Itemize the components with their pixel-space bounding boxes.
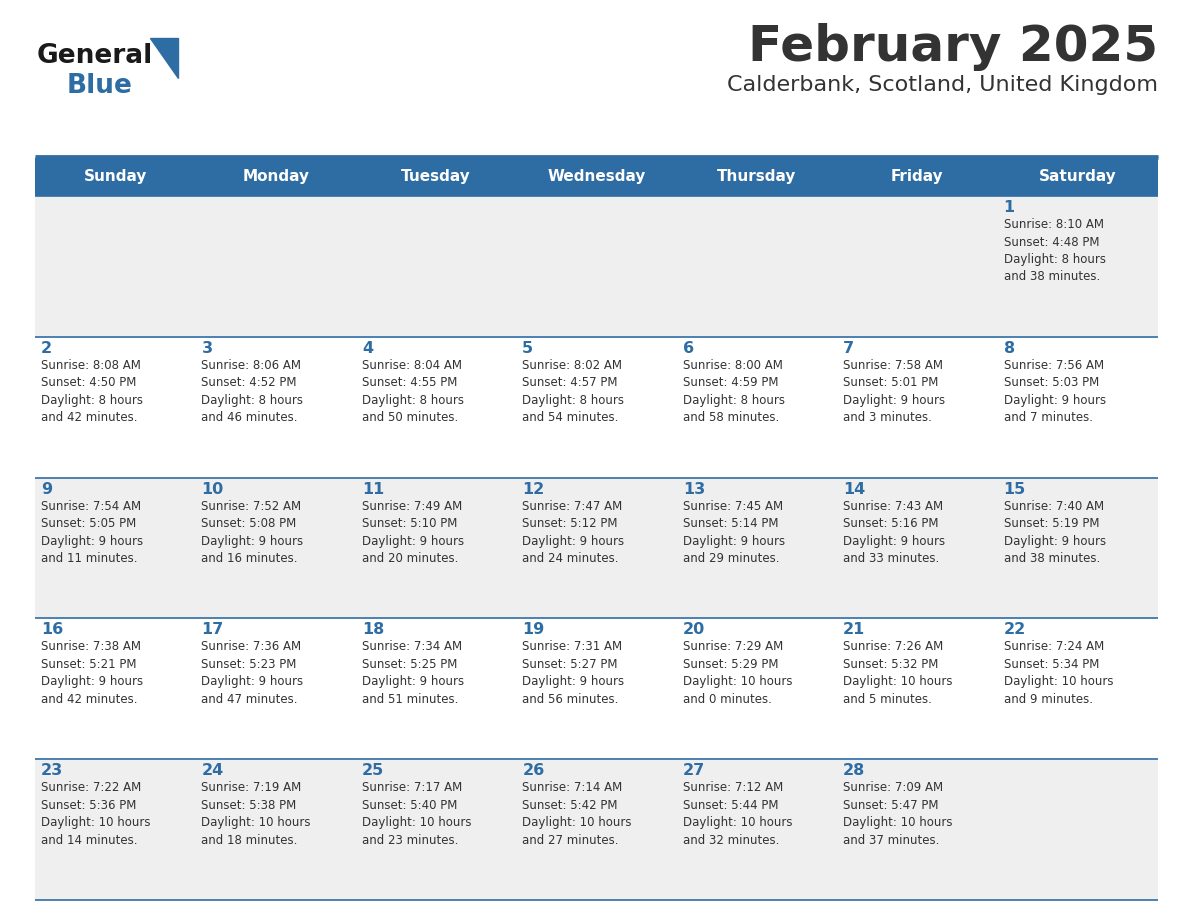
Text: Sunrise: 7:12 AM
Sunset: 5:44 PM
Daylight: 10 hours
and 32 minutes.: Sunrise: 7:12 AM Sunset: 5:44 PM Dayligh…: [683, 781, 792, 846]
Text: Sunrise: 7:45 AM
Sunset: 5:14 PM
Daylight: 9 hours
and 29 minutes.: Sunrise: 7:45 AM Sunset: 5:14 PM Dayligh…: [683, 499, 785, 565]
Text: 22: 22: [1004, 622, 1025, 637]
Text: Monday: Monday: [242, 170, 309, 185]
Bar: [34, 337, 1158, 477]
Text: 7: 7: [843, 341, 854, 356]
Text: Sunrise: 8:10 AM
Sunset: 4:48 PM
Daylight: 8 hours
and 38 minutes.: Sunrise: 8:10 AM Sunset: 4:48 PM Dayligh…: [1004, 218, 1106, 284]
Bar: [34, 619, 1158, 759]
Text: Sunrise: 7:52 AM
Sunset: 5:08 PM
Daylight: 9 hours
and 16 minutes.: Sunrise: 7:52 AM Sunset: 5:08 PM Dayligh…: [202, 499, 304, 565]
Bar: [34, 759, 1158, 900]
Text: Sunrise: 7:43 AM
Sunset: 5:16 PM
Daylight: 9 hours
and 33 minutes.: Sunrise: 7:43 AM Sunset: 5:16 PM Dayligh…: [843, 499, 946, 565]
Text: Wednesday: Wednesday: [548, 170, 646, 185]
Text: Sunrise: 8:00 AM
Sunset: 4:59 PM
Daylight: 8 hours
and 58 minutes.: Sunrise: 8:00 AM Sunset: 4:59 PM Dayligh…: [683, 359, 785, 424]
Text: 16: 16: [42, 622, 63, 637]
Text: 28: 28: [843, 763, 865, 778]
Text: 8: 8: [1004, 341, 1015, 356]
Text: 18: 18: [362, 622, 384, 637]
Text: 27: 27: [683, 763, 704, 778]
Text: Sunrise: 7:49 AM
Sunset: 5:10 PM
Daylight: 9 hours
and 20 minutes.: Sunrise: 7:49 AM Sunset: 5:10 PM Dayligh…: [362, 499, 465, 565]
Text: 11: 11: [362, 482, 384, 497]
Text: 4: 4: [362, 341, 373, 356]
Text: Sunrise: 8:06 AM
Sunset: 4:52 PM
Daylight: 8 hours
and 46 minutes.: Sunrise: 8:06 AM Sunset: 4:52 PM Dayligh…: [202, 359, 303, 424]
Text: Sunrise: 7:34 AM
Sunset: 5:25 PM
Daylight: 9 hours
and 51 minutes.: Sunrise: 7:34 AM Sunset: 5:25 PM Dayligh…: [362, 641, 465, 706]
Text: 15: 15: [1004, 482, 1025, 497]
Text: Sunrise: 7:40 AM
Sunset: 5:19 PM
Daylight: 9 hours
and 38 minutes.: Sunrise: 7:40 AM Sunset: 5:19 PM Dayligh…: [1004, 499, 1106, 565]
Text: Sunrise: 7:09 AM
Sunset: 5:47 PM
Daylight: 10 hours
and 37 minutes.: Sunrise: 7:09 AM Sunset: 5:47 PM Dayligh…: [843, 781, 953, 846]
Bar: [34, 477, 1158, 619]
Text: General: General: [37, 43, 153, 69]
Text: Sunrise: 7:36 AM
Sunset: 5:23 PM
Daylight: 9 hours
and 47 minutes.: Sunrise: 7:36 AM Sunset: 5:23 PM Dayligh…: [202, 641, 304, 706]
Text: 9: 9: [42, 482, 52, 497]
Text: 17: 17: [202, 622, 223, 637]
Text: 19: 19: [523, 622, 544, 637]
Text: Sunrise: 7:26 AM
Sunset: 5:32 PM
Daylight: 10 hours
and 5 minutes.: Sunrise: 7:26 AM Sunset: 5:32 PM Dayligh…: [843, 641, 953, 706]
Text: Sunrise: 8:02 AM
Sunset: 4:57 PM
Daylight: 8 hours
and 54 minutes.: Sunrise: 8:02 AM Sunset: 4:57 PM Dayligh…: [523, 359, 624, 424]
Text: Sunrise: 7:14 AM
Sunset: 5:42 PM
Daylight: 10 hours
and 27 minutes.: Sunrise: 7:14 AM Sunset: 5:42 PM Dayligh…: [523, 781, 632, 846]
Text: Sunrise: 8:04 AM
Sunset: 4:55 PM
Daylight: 8 hours
and 50 minutes.: Sunrise: 8:04 AM Sunset: 4:55 PM Dayligh…: [362, 359, 463, 424]
Text: 20: 20: [683, 622, 704, 637]
Text: 3: 3: [202, 341, 213, 356]
Text: Sunrise: 7:22 AM
Sunset: 5:36 PM
Daylight: 10 hours
and 14 minutes.: Sunrise: 7:22 AM Sunset: 5:36 PM Dayligh…: [42, 781, 151, 846]
Text: 5: 5: [523, 341, 533, 356]
Text: 13: 13: [683, 482, 704, 497]
Text: Saturday: Saturday: [1040, 170, 1117, 185]
Text: Sunrise: 7:17 AM
Sunset: 5:40 PM
Daylight: 10 hours
and 23 minutes.: Sunrise: 7:17 AM Sunset: 5:40 PM Dayligh…: [362, 781, 472, 846]
Text: Sunrise: 7:29 AM
Sunset: 5:29 PM
Daylight: 10 hours
and 0 minutes.: Sunrise: 7:29 AM Sunset: 5:29 PM Dayligh…: [683, 641, 792, 706]
Bar: [34, 196, 1158, 337]
Text: Sunrise: 7:58 AM
Sunset: 5:01 PM
Daylight: 9 hours
and 3 minutes.: Sunrise: 7:58 AM Sunset: 5:01 PM Dayligh…: [843, 359, 946, 424]
Text: Friday: Friday: [891, 170, 943, 185]
Text: Sunrise: 7:38 AM
Sunset: 5:21 PM
Daylight: 9 hours
and 42 minutes.: Sunrise: 7:38 AM Sunset: 5:21 PM Dayligh…: [42, 641, 143, 706]
Text: Blue: Blue: [67, 73, 133, 99]
Text: 26: 26: [523, 763, 544, 778]
Polygon shape: [150, 38, 178, 78]
Text: Sunrise: 7:19 AM
Sunset: 5:38 PM
Daylight: 10 hours
and 18 minutes.: Sunrise: 7:19 AM Sunset: 5:38 PM Dayligh…: [202, 781, 311, 846]
Text: Sunrise: 7:24 AM
Sunset: 5:34 PM
Daylight: 10 hours
and 9 minutes.: Sunrise: 7:24 AM Sunset: 5:34 PM Dayligh…: [1004, 641, 1113, 706]
Text: Sunday: Sunday: [83, 170, 147, 185]
Text: 14: 14: [843, 482, 865, 497]
Text: Thursday: Thursday: [718, 170, 797, 185]
Text: February 2025: February 2025: [748, 23, 1158, 71]
Text: Sunrise: 7:31 AM
Sunset: 5:27 PM
Daylight: 9 hours
and 56 minutes.: Sunrise: 7:31 AM Sunset: 5:27 PM Dayligh…: [523, 641, 625, 706]
Text: 21: 21: [843, 622, 865, 637]
Text: Calderbank, Scotland, United Kingdom: Calderbank, Scotland, United Kingdom: [727, 75, 1158, 95]
Text: Sunrise: 8:08 AM
Sunset: 4:50 PM
Daylight: 8 hours
and 42 minutes.: Sunrise: 8:08 AM Sunset: 4:50 PM Dayligh…: [42, 359, 143, 424]
Text: 10: 10: [202, 482, 223, 497]
Text: 6: 6: [683, 341, 694, 356]
Text: Tuesday: Tuesday: [402, 170, 470, 185]
Text: 1: 1: [1004, 200, 1015, 215]
Text: 25: 25: [362, 763, 384, 778]
Text: 2: 2: [42, 341, 52, 356]
Text: 24: 24: [202, 763, 223, 778]
Text: 23: 23: [42, 763, 63, 778]
Text: Sunrise: 7:54 AM
Sunset: 5:05 PM
Daylight: 9 hours
and 11 minutes.: Sunrise: 7:54 AM Sunset: 5:05 PM Dayligh…: [42, 499, 143, 565]
Text: Sunrise: 7:56 AM
Sunset: 5:03 PM
Daylight: 9 hours
and 7 minutes.: Sunrise: 7:56 AM Sunset: 5:03 PM Dayligh…: [1004, 359, 1106, 424]
Text: Sunrise: 7:47 AM
Sunset: 5:12 PM
Daylight: 9 hours
and 24 minutes.: Sunrise: 7:47 AM Sunset: 5:12 PM Dayligh…: [523, 499, 625, 565]
Bar: [34, 158, 1158, 196]
Text: 12: 12: [523, 482, 544, 497]
